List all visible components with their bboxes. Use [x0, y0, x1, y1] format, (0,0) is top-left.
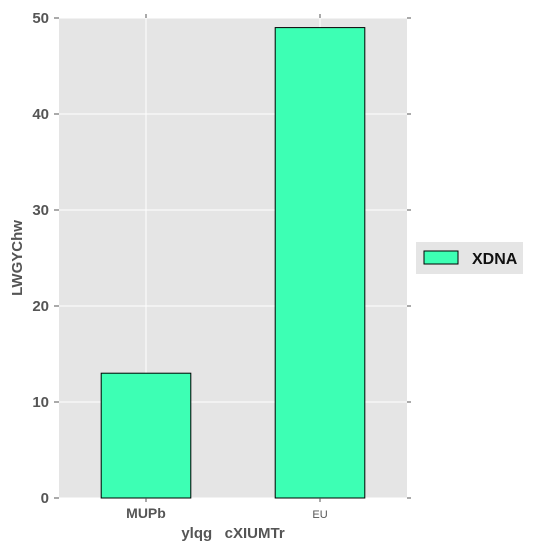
y-tick-label: 40	[32, 106, 49, 123]
y-tick-labels: 0 10 20 30 40 50	[32, 10, 49, 507]
y-tick-label: 30	[32, 202, 49, 219]
legend-swatch	[424, 251, 458, 264]
bar-eu	[275, 28, 365, 498]
y-axis-label: LWGYChw	[9, 220, 26, 296]
x-tick-label: EU	[312, 509, 327, 521]
legend-label-xdna: XDNA	[472, 251, 518, 268]
y-tick-label: 20	[32, 298, 49, 315]
legend: XDNA	[416, 242, 523, 274]
x-tick-labels: MUPb EU	[126, 505, 328, 521]
bar-mupb	[101, 373, 191, 498]
y-tick-label: 10	[32, 394, 49, 411]
y-tick-label: 50	[32, 10, 49, 27]
x-axis-label: ylqg cXIUMTr	[181, 525, 285, 542]
x-tick-label: MUPb	[126, 505, 166, 521]
y-tick-label: 0	[41, 490, 49, 507]
